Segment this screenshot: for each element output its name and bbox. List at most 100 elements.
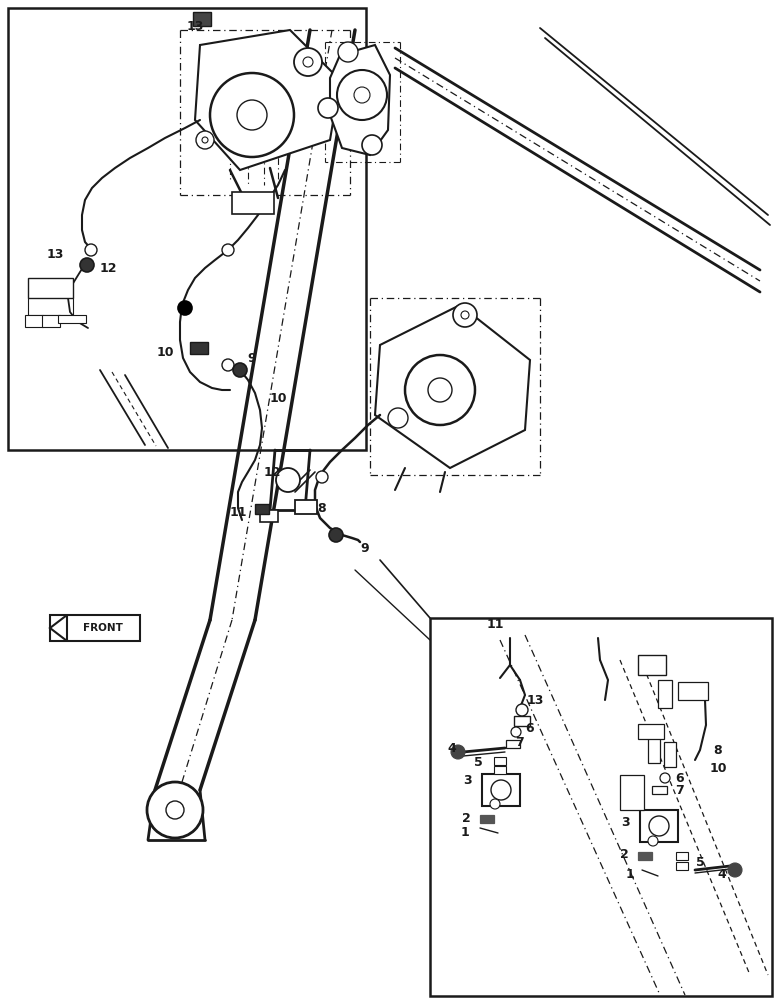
- Circle shape: [166, 801, 184, 819]
- Bar: [638, 655, 666, 675]
- Bar: [658, 680, 672, 708]
- Text: 11: 11: [229, 506, 246, 518]
- Bar: [480, 815, 494, 823]
- Bar: [25, 315, 43, 327]
- Circle shape: [276, 468, 300, 492]
- Bar: [506, 740, 520, 748]
- Text: 13: 13: [526, 694, 544, 706]
- Circle shape: [451, 745, 465, 759]
- Bar: [482, 774, 520, 806]
- Text: 6: 6: [675, 772, 684, 784]
- Text: 7: 7: [675, 784, 684, 796]
- Circle shape: [428, 378, 452, 402]
- Circle shape: [233, 363, 247, 377]
- Bar: [190, 342, 208, 354]
- Circle shape: [338, 42, 358, 62]
- Circle shape: [648, 836, 658, 846]
- Bar: [638, 724, 664, 739]
- Bar: [494, 757, 506, 765]
- Circle shape: [196, 131, 214, 149]
- Text: 3: 3: [621, 816, 629, 828]
- Text: 12: 12: [264, 466, 281, 479]
- Text: 3: 3: [463, 774, 473, 786]
- Text: 8: 8: [714, 744, 722, 756]
- Text: 2: 2: [462, 812, 470, 824]
- Text: 2: 2: [619, 848, 629, 861]
- Bar: [620, 775, 644, 810]
- Text: 13: 13: [46, 248, 64, 261]
- Bar: [260, 510, 278, 522]
- Polygon shape: [195, 30, 340, 170]
- Bar: [58, 315, 86, 323]
- Bar: [676, 862, 688, 870]
- Circle shape: [337, 70, 387, 120]
- Bar: [638, 852, 652, 860]
- Text: 10: 10: [156, 346, 174, 359]
- Bar: [8, 8, 366, 450]
- Bar: [295, 500, 317, 514]
- Text: 9: 9: [248, 352, 257, 364]
- Text: 5: 5: [473, 756, 482, 768]
- Circle shape: [294, 48, 322, 76]
- Circle shape: [318, 98, 338, 118]
- Text: 6: 6: [526, 722, 534, 734]
- Text: 7: 7: [516, 736, 524, 748]
- Polygon shape: [375, 305, 530, 468]
- Text: FRONT: FRONT: [83, 623, 123, 633]
- Bar: [28, 278, 73, 298]
- Circle shape: [210, 73, 294, 157]
- Bar: [430, 618, 772, 996]
- Circle shape: [516, 704, 528, 716]
- Polygon shape: [330, 45, 390, 155]
- Bar: [678, 682, 708, 700]
- Bar: [664, 742, 676, 767]
- Text: 9: 9: [360, 542, 369, 554]
- Circle shape: [511, 727, 521, 737]
- Text: 5: 5: [696, 856, 704, 868]
- Circle shape: [649, 816, 669, 836]
- Bar: [193, 12, 211, 26]
- Circle shape: [222, 244, 234, 256]
- Text: 10: 10: [709, 762, 727, 774]
- Circle shape: [147, 782, 203, 838]
- Text: 11: 11: [486, 618, 504, 632]
- Bar: [676, 852, 688, 860]
- Polygon shape: [50, 615, 67, 641]
- Bar: [640, 810, 678, 842]
- Circle shape: [728, 863, 742, 877]
- Circle shape: [453, 303, 477, 327]
- Bar: [494, 766, 506, 774]
- Circle shape: [237, 100, 267, 130]
- Text: 8: 8: [317, 502, 326, 514]
- Text: 4: 4: [448, 742, 456, 754]
- Circle shape: [660, 773, 670, 783]
- Text: 1: 1: [626, 867, 634, 880]
- Bar: [648, 738, 660, 763]
- Circle shape: [303, 57, 313, 67]
- Bar: [514, 716, 530, 726]
- Circle shape: [490, 799, 500, 809]
- Bar: [232, 192, 274, 214]
- Circle shape: [491, 780, 511, 800]
- Bar: [42, 315, 60, 327]
- Circle shape: [329, 528, 343, 542]
- Circle shape: [80, 258, 94, 272]
- Circle shape: [316, 471, 328, 483]
- Circle shape: [461, 311, 469, 319]
- Circle shape: [222, 359, 234, 371]
- Circle shape: [362, 135, 382, 155]
- Text: 10: 10: [269, 391, 287, 404]
- Circle shape: [85, 244, 97, 256]
- Circle shape: [202, 137, 208, 143]
- Text: 1: 1: [461, 826, 470, 838]
- Circle shape: [178, 301, 192, 315]
- Circle shape: [388, 408, 408, 428]
- Text: 12: 12: [99, 261, 117, 274]
- Bar: [652, 786, 667, 794]
- Text: 13: 13: [186, 19, 204, 32]
- Bar: [255, 504, 269, 514]
- Circle shape: [354, 87, 370, 103]
- Bar: [50, 615, 140, 641]
- Circle shape: [405, 355, 475, 425]
- Text: 4: 4: [718, 868, 726, 882]
